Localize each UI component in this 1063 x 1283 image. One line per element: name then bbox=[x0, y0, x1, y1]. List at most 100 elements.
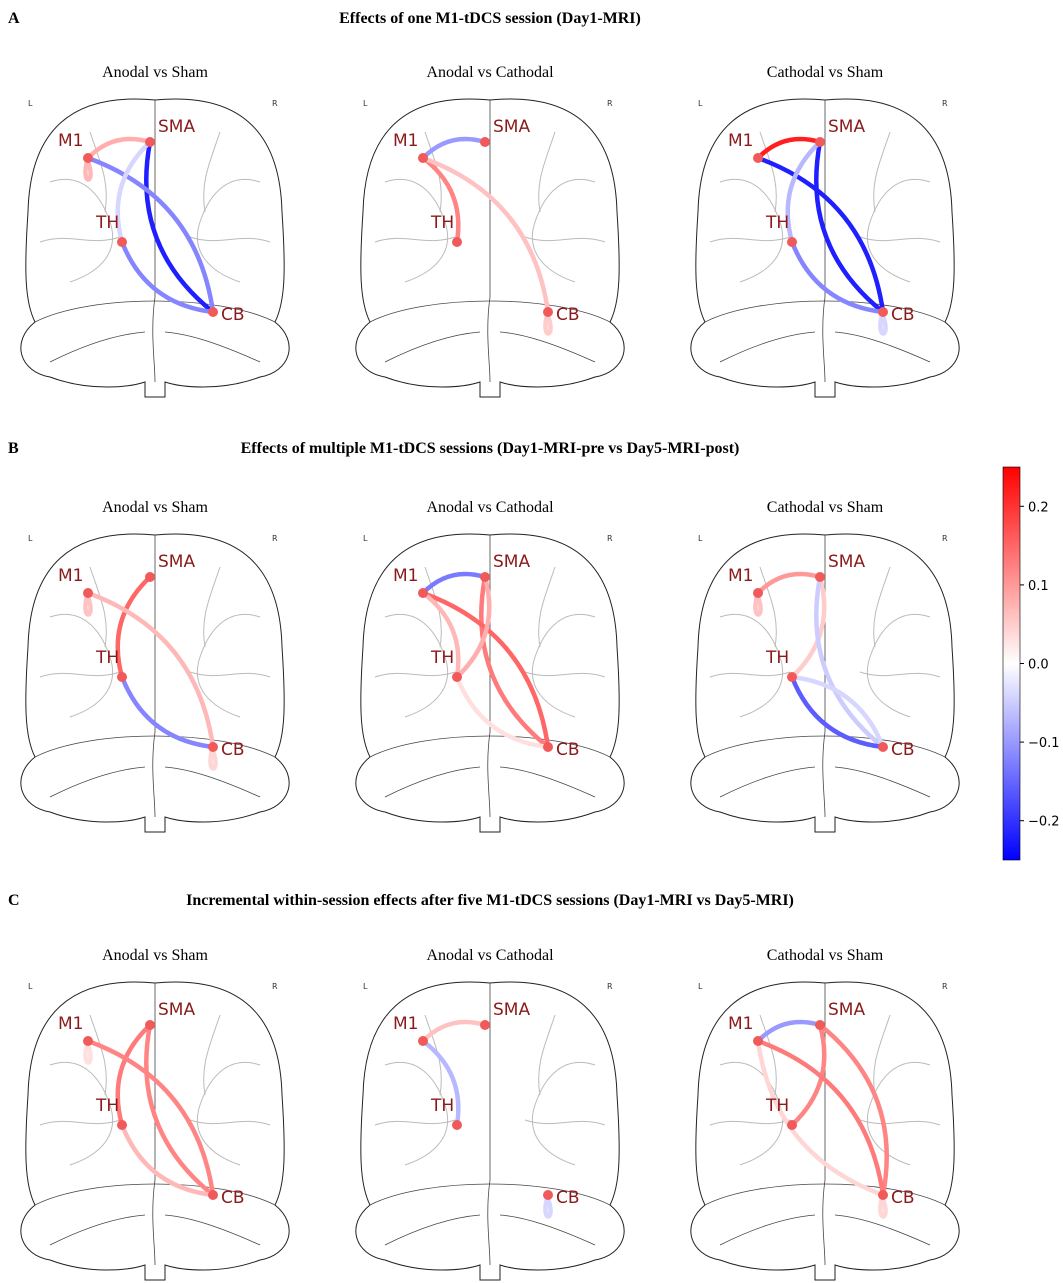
node-dot bbox=[208, 1190, 218, 1200]
hemisphere-label: L bbox=[28, 99, 33, 108]
node-dot bbox=[480, 137, 490, 147]
hemisphere-label: R bbox=[942, 99, 948, 108]
hemisphere-label: R bbox=[607, 534, 613, 543]
node-label: TH bbox=[765, 213, 789, 233]
node-dot bbox=[787, 1120, 797, 1130]
brain-gyrus bbox=[867, 614, 930, 717]
panel: Anodal vs ShamLRM1SMATHCB bbox=[21, 499, 289, 832]
connection bbox=[423, 574, 485, 593]
node-label: M1 bbox=[393, 131, 418, 151]
brain-line bbox=[488, 1180, 490, 1265]
connection bbox=[423, 158, 548, 312]
brain-gyrus bbox=[532, 614, 595, 717]
node-label: TH bbox=[765, 648, 789, 668]
connection bbox=[88, 1041, 213, 1195]
node-dot bbox=[787, 672, 797, 682]
brain-gyrus bbox=[204, 1015, 220, 1095]
panel: Cathodal vs Sham L R M1 SMA TH CB bbox=[691, 64, 959, 397]
node-dot bbox=[753, 588, 763, 598]
brain-line bbox=[488, 732, 490, 817]
node-label: TH bbox=[95, 648, 119, 668]
brain-gyrus bbox=[525, 237, 605, 242]
colorbar-tick-label: 0.1 bbox=[1028, 579, 1049, 594]
node-label: SMA bbox=[828, 552, 865, 572]
brain-gyrus bbox=[532, 179, 595, 282]
node-label: CB bbox=[556, 1188, 580, 1208]
connection bbox=[758, 158, 883, 312]
brain-gyrus bbox=[860, 237, 940, 242]
colorbar-tick-label: 0.2 bbox=[1028, 500, 1049, 515]
panel-title: Cathodal vs Sham bbox=[767, 64, 884, 81]
brain-line bbox=[823, 297, 825, 382]
panel: Cathodal vs ShamLRM1SMATHCB bbox=[691, 947, 959, 1280]
colorbar-tick-label: 0.0 bbox=[1028, 658, 1049, 673]
brain-gyrus bbox=[197, 614, 260, 717]
brain-gyrus bbox=[525, 672, 605, 677]
brain-line bbox=[165, 1215, 260, 1245]
node-dot bbox=[452, 1120, 462, 1130]
brain-gyrus bbox=[40, 1120, 120, 1125]
brain-line bbox=[835, 767, 930, 797]
hemisphere-label: L bbox=[28, 534, 33, 543]
brain-gyrus bbox=[375, 237, 455, 242]
node-label: CB bbox=[221, 305, 245, 325]
colorbar bbox=[1003, 467, 1020, 860]
connection bbox=[758, 1041, 883, 1195]
brain-line bbox=[153, 1180, 155, 1265]
section-title: Incremental within-session effects after… bbox=[186, 892, 794, 909]
node-label: SMA bbox=[828, 1000, 865, 1020]
brain-line bbox=[823, 732, 825, 817]
brain-gyrus bbox=[710, 237, 790, 242]
brain-gyrus bbox=[867, 179, 930, 282]
connection bbox=[423, 139, 485, 158]
node-dot bbox=[117, 672, 127, 682]
node-label: SMA bbox=[158, 1000, 195, 1020]
brain-gyrus bbox=[539, 1015, 555, 1095]
brain-gyrus bbox=[710, 672, 790, 677]
node-label: SMA bbox=[158, 117, 195, 137]
hemisphere-label: L bbox=[698, 99, 703, 108]
node-dot bbox=[117, 1120, 127, 1130]
node-label: SMA bbox=[828, 117, 865, 137]
brain-gyrus bbox=[539, 132, 555, 212]
brain-gyrus bbox=[190, 672, 270, 677]
node-label: TH bbox=[95, 213, 119, 233]
node-dot bbox=[815, 137, 825, 147]
brain-line bbox=[50, 332, 145, 362]
node-dot bbox=[452, 237, 462, 247]
node-dot bbox=[145, 137, 155, 147]
node-dot bbox=[117, 237, 127, 247]
hemisphere-label: L bbox=[363, 534, 368, 543]
node-label: M1 bbox=[58, 131, 83, 151]
node-label: M1 bbox=[58, 1014, 83, 1034]
colorbar-tick-label: −0.1 bbox=[1028, 736, 1060, 751]
colorbar-tick-label: −0.2 bbox=[1028, 815, 1060, 830]
hemisphere-label: R bbox=[942, 534, 948, 543]
node-label: M1 bbox=[728, 566, 753, 586]
brain-gyrus bbox=[525, 1120, 605, 1125]
node-label: M1 bbox=[393, 1014, 418, 1034]
brain-gyrus bbox=[532, 1062, 595, 1165]
brain-line bbox=[153, 297, 155, 382]
node-dot bbox=[418, 588, 428, 598]
brain-gyrus bbox=[710, 1120, 790, 1125]
node-label: CB bbox=[891, 305, 915, 325]
brain-line bbox=[385, 767, 480, 797]
node-label: TH bbox=[430, 213, 454, 233]
node-label: TH bbox=[95, 1096, 119, 1116]
hemisphere-label: R bbox=[272, 982, 278, 991]
node-dot bbox=[145, 572, 155, 582]
panel-title: Anodal vs Sham bbox=[102, 947, 208, 964]
node-label: M1 bbox=[728, 131, 753, 151]
node-label: CB bbox=[221, 740, 245, 760]
node-dot bbox=[878, 307, 888, 317]
node-dot bbox=[878, 1190, 888, 1200]
node-dot bbox=[480, 572, 490, 582]
hemisphere-label: L bbox=[28, 982, 33, 991]
node-dot bbox=[753, 153, 763, 163]
brain-gyrus bbox=[874, 567, 890, 647]
node-label: CB bbox=[891, 1188, 915, 1208]
node-label: CB bbox=[556, 305, 580, 325]
